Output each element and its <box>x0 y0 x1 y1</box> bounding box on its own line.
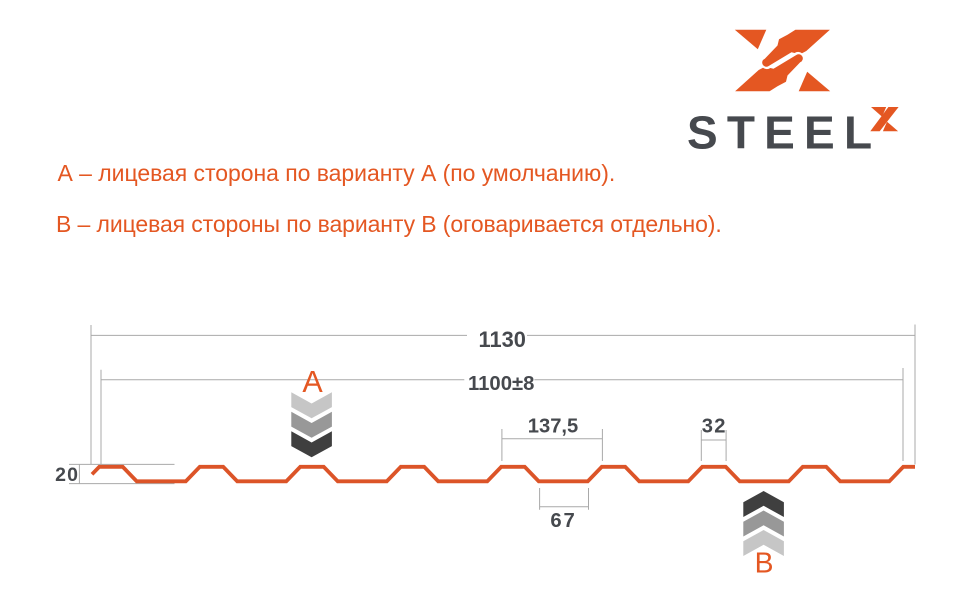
svg-text:1100±8: 1100±8 <box>468 373 534 395</box>
svg-text:А – лицевая сторона по вариант: А – лицевая сторона по варианту А (по ум… <box>58 160 616 186</box>
svg-text:32: 32 <box>702 416 727 438</box>
svg-text:20: 20 <box>55 464 79 486</box>
svg-text:137,5: 137,5 <box>528 416 579 438</box>
svg-text:А: А <box>302 365 323 399</box>
svg-text:1130: 1130 <box>479 327 526 352</box>
svg-text:STEEL: STEEL <box>687 106 881 158</box>
svg-text:67: 67 <box>550 510 576 532</box>
svg-text:В: В <box>755 547 774 579</box>
svg-text:В – лицевая стороны по вариант: В – лицевая стороны по варианту В (огова… <box>56 211 722 237</box>
